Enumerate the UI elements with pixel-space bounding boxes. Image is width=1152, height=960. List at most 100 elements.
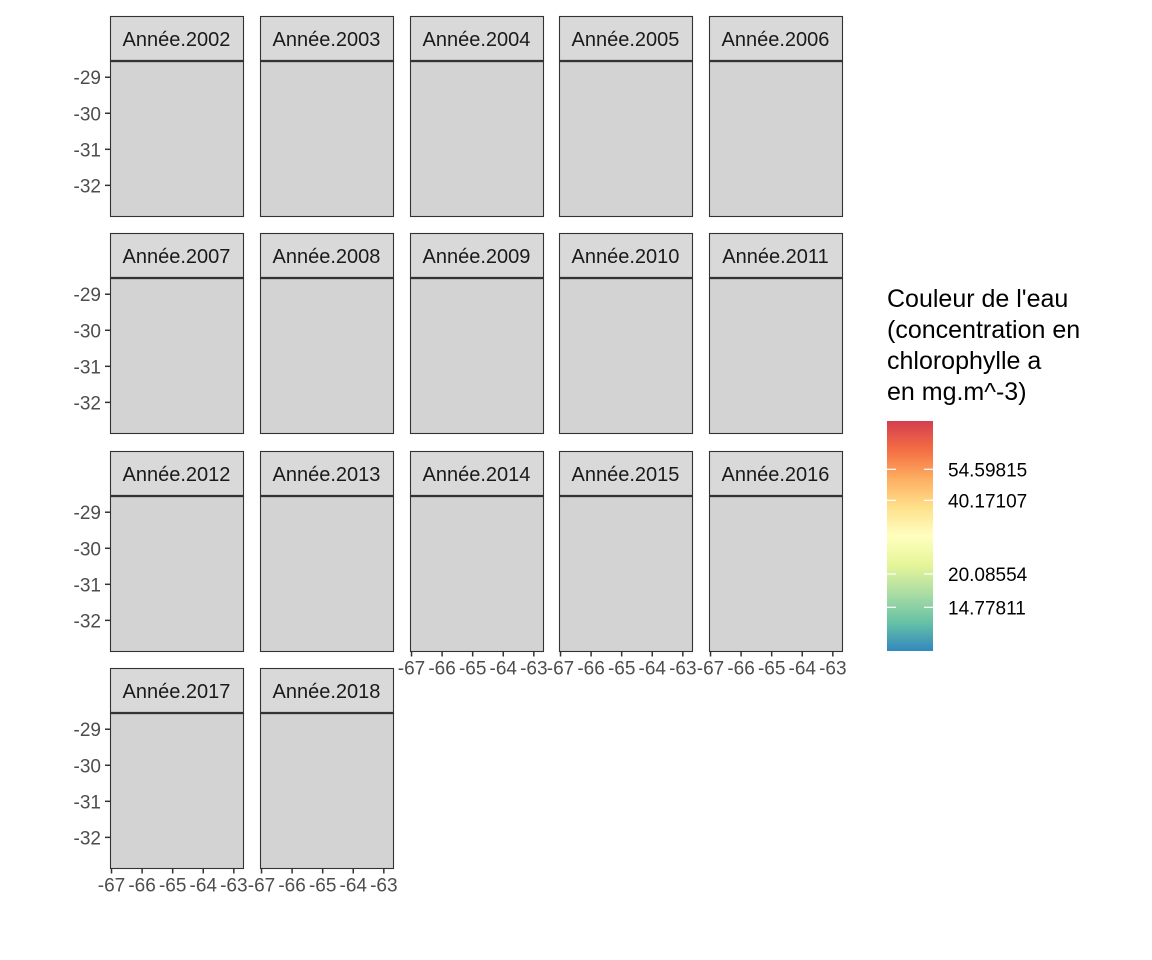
legend-title-line: en mg.m^-3): [887, 378, 1027, 406]
x-tick-label: -63: [819, 659, 846, 680]
facet-strip: [109, 232, 245, 280]
x-tick-label: -67: [697, 659, 724, 680]
facet-strip-label: Année.2004: [423, 29, 531, 51]
facet-panel-background: [109, 60, 245, 218]
legend-colorbar: [887, 421, 933, 651]
y-tick-label: -31: [74, 357, 101, 378]
y-tick-label: -31: [74, 792, 101, 813]
facet-panel-background: [259, 495, 395, 653]
y-tick-label: -29: [74, 720, 101, 741]
y-tick-label: -32: [74, 176, 101, 197]
facet-panel-background: [109, 495, 245, 653]
facet-strip: [409, 450, 545, 498]
facet-strip-label: Année.2013: [273, 464, 381, 486]
legend-label: 54.59815: [948, 460, 1027, 481]
facet-strip: [558, 232, 694, 280]
facet-strip-label: Année.2011: [722, 246, 828, 268]
x-tick-label: -65: [159, 876, 186, 897]
facet-panel: Année.2016 -67 -66 -65 -64 -63: [697, 450, 847, 680]
facet-panel: Année.2015 -67 -66 -65 -64 -63: [547, 450, 697, 680]
legend-title-line: (concentration en: [887, 316, 1080, 344]
facet-strip-label: Année.2012: [123, 464, 231, 486]
legend-label: 20.08554: [948, 565, 1028, 586]
facet-strip: [409, 15, 545, 63]
facet-strip-label: Année.2008: [273, 246, 381, 268]
x-tick-label: -67: [547, 659, 574, 680]
facet-panel-background: [558, 60, 694, 218]
facet-panel: Année.2010: [558, 232, 694, 435]
facet-strip: [259, 232, 395, 280]
y-tick-label: -32: [74, 611, 101, 632]
facet-strip-label: Année.2007: [123, 246, 231, 268]
facet-panel: Année.2004: [409, 15, 545, 218]
facet-panel: Année.2011: [708, 232, 844, 435]
facet-strip-label: Année.2010: [572, 246, 680, 268]
x-tick-label: -66: [278, 876, 305, 897]
facet-panel-background: [708, 495, 844, 653]
x-tick-label: -64: [490, 659, 518, 680]
x-tick-label: -65: [608, 659, 635, 680]
facet-panel: Année.2008: [259, 232, 395, 435]
x-tick-label: -64: [789, 659, 817, 680]
x-tick-label: -65: [459, 659, 486, 680]
x-tick-label: -65: [309, 876, 336, 897]
y-tick-label: -30: [74, 756, 101, 777]
facet-panel: Année.2018 -67 -66 -65 -64 -63: [248, 667, 398, 897]
color-legend: Couleur de l'eau (concentration en chlorop…: [887, 285, 1080, 651]
facet-panel: Année.2009: [409, 232, 545, 435]
x-tick-label: -67: [398, 659, 425, 680]
facet-strip: [259, 667, 395, 715]
facet-panel-background: [409, 495, 545, 653]
facet-strip: [708, 450, 844, 498]
x-tick-label: -63: [669, 659, 696, 680]
facet-strip-label: Année.2014: [423, 464, 531, 486]
facet-panel-background: [259, 277, 395, 435]
facet-panel-background: [708, 60, 844, 218]
x-tick-label: -66: [128, 876, 155, 897]
facet-strip-label: Année.2005: [572, 29, 680, 51]
facet-panel: Année.2005: [558, 15, 694, 218]
facet-panel: Année.2014 -67 -66 -65 -64 -63: [398, 450, 548, 680]
facet-strip: [558, 15, 694, 63]
x-tick-label: -63: [520, 659, 547, 680]
facet-strip: [259, 450, 395, 498]
facet-panel-background: [708, 277, 844, 435]
facet-panel-background: [259, 60, 395, 218]
y-tick-label: -30: [74, 321, 101, 342]
x-tick-label: -67: [98, 876, 125, 897]
facet-panel: Année.2012 -29 -30 -31 -32: [74, 450, 245, 653]
facet-strip-label: Année.2018: [273, 681, 381, 703]
facet-panel-background: [558, 495, 694, 653]
y-tick-label: -29: [74, 285, 101, 306]
facet-strip-label: Année.2002: [123, 29, 231, 51]
facet-panel-background: [109, 277, 245, 435]
y-tick-label: -30: [74, 539, 101, 560]
facet-panel-background: [409, 277, 545, 435]
facet-strip: [409, 232, 545, 280]
facet-strip-label: Année.2017: [123, 681, 231, 703]
y-tick-label: -31: [74, 140, 101, 161]
x-tick-label: -63: [220, 876, 247, 897]
facet-panel: Année.2013: [259, 450, 395, 653]
facet-panel: Année.2002 -29 -30 -31 -32: [74, 15, 245, 218]
facet-strip: [109, 15, 245, 63]
facet-strip: [109, 450, 245, 498]
facet-panel-background: [558, 277, 694, 435]
x-tick-label: -67: [248, 876, 275, 897]
facet-strip-label: Année.2003: [273, 29, 381, 51]
x-tick-label: -63: [370, 876, 397, 897]
facet-strip: [558, 450, 694, 498]
legend-title-line: chlorophylle a: [887, 347, 1041, 375]
x-tick-label: -64: [639, 659, 667, 680]
y-tick-label: -31: [74, 575, 101, 596]
y-tick-label: -29: [74, 68, 101, 89]
facet-strip-label: Année.2009: [423, 246, 531, 268]
facet-panel: Année.2007 -29 -30 -31 -32: [74, 232, 245, 435]
facet-strip: [109, 667, 245, 715]
legend-label: 14.77811: [948, 598, 1026, 619]
y-tick-label: -29: [74, 503, 101, 524]
facet-panel-background: [109, 712, 245, 870]
legend-title-line: Couleur de l'eau: [887, 285, 1068, 313]
facet-panel: Année.2017 -29 -30 -31 -32 -67 -66 -65 -64 -63: [74, 667, 248, 897]
facet-strip-label: Année.2015: [572, 464, 680, 486]
